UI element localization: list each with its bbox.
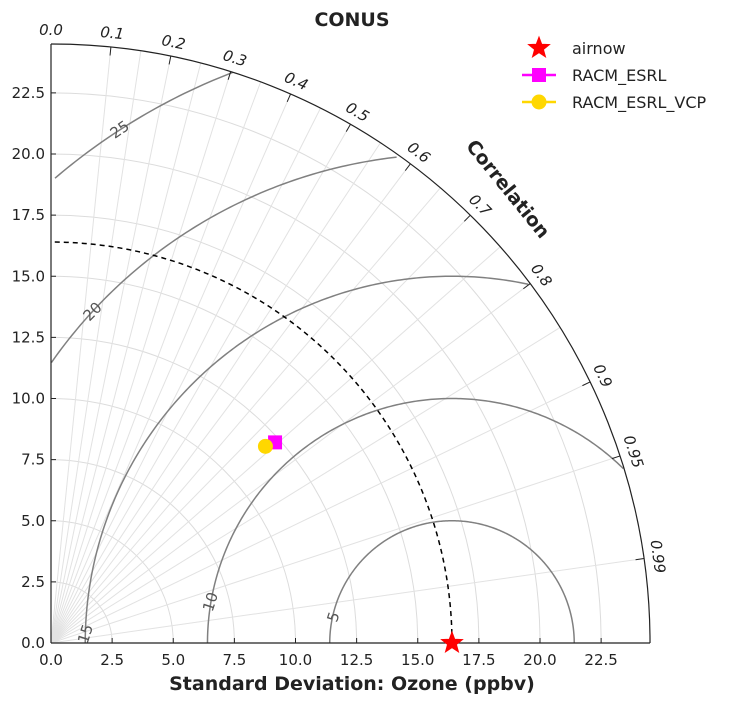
correlation-tick — [463, 214, 471, 222]
correlation-tick — [582, 381, 591, 387]
correlation-tick — [404, 163, 411, 171]
correlation-tick — [227, 71, 232, 80]
x-tick-label: 5.0 — [161, 651, 185, 669]
correlation-grid-line — [50, 455, 621, 644]
correlation-tick-label: 0.2 — [160, 31, 187, 53]
legend-marker — [527, 35, 551, 59]
correlation-grid-line — [50, 62, 202, 644]
std-grid-arc — [50, 336, 358, 644]
y-tick-label: 2.5 — [21, 573, 45, 591]
correlation-tick-label: 0.0 — [39, 21, 63, 39]
correlation-tick-label: 0.1 — [100, 23, 126, 43]
chart-title: CONUS — [314, 9, 389, 31]
correlation-tick — [523, 283, 531, 290]
correlation-tick — [635, 558, 645, 561]
x-tick-label: 12.5 — [340, 651, 373, 669]
data-point-racm-esrl-vcp — [257, 438, 273, 454]
legend-marker — [531, 94, 547, 110]
outer-arc — [50, 43, 651, 644]
correlation-tick-label: 0.95 — [620, 433, 648, 470]
x-tick-label: 15.0 — [401, 651, 434, 669]
x-tick-label: 17.5 — [462, 651, 495, 669]
rms-contour — [328, 520, 575, 643]
legend-label: airnow — [572, 39, 626, 58]
x-tick-label: 2.5 — [100, 651, 124, 669]
correlation-tick-label: 0.3 — [221, 46, 249, 70]
legend-label: RACM_ESRL_VCP — [572, 93, 707, 113]
rms-contour — [84, 275, 529, 644]
correlation-tick — [345, 123, 351, 132]
correlation-grid-line — [50, 327, 561, 644]
y-tick-label: 17.5 — [12, 206, 45, 224]
x-tick-label: 7.5 — [222, 651, 246, 669]
rms-contour-label: 15 — [74, 622, 97, 646]
correlation-grid-line — [50, 55, 172, 644]
y-tick-label: 10.0 — [12, 390, 45, 408]
std-grid-arc — [50, 581, 113, 644]
correlation-grid-line — [50, 283, 531, 644]
std-grid-arc — [50, 275, 419, 644]
rms-contour — [206, 397, 624, 644]
correlation-grid-line — [50, 46, 112, 644]
reference-std-arc — [50, 241, 453, 644]
correlation-tick — [611, 455, 621, 460]
rms-contour-label: 25 — [107, 117, 133, 143]
correlation-tick-label: 0.99 — [647, 539, 670, 575]
y-tick-label: 7.5 — [21, 451, 45, 469]
x-tick-label: 20.0 — [523, 651, 556, 669]
axes — [50, 43, 651, 644]
correlation-grid-line — [50, 558, 645, 644]
std-grid-arc — [50, 398, 296, 644]
correlation-tick — [286, 93, 292, 103]
correlation-grid-line — [50, 163, 411, 644]
correlation-tick-label: 0.9 — [589, 361, 616, 390]
correlation-grid-line — [50, 50, 142, 644]
rms-contour — [50, 156, 397, 363]
std-grid-arc — [50, 459, 235, 644]
correlation-axis-title: Correlation — [461, 136, 554, 243]
correlation-grid-line — [50, 123, 351, 644]
x-tick-label: 22.5 — [584, 651, 617, 669]
correlation-tick-label: 0.4 — [282, 68, 311, 94]
correlation-grid-line — [50, 93, 292, 644]
y-tick-label: 12.5 — [12, 328, 45, 346]
std-grid-arc — [50, 92, 602, 644]
correlation-grid-line — [50, 214, 471, 644]
y-tick-label: 20.0 — [12, 145, 45, 163]
x-axis-title: Standard Deviation: Ozone (ppbv) — [169, 673, 535, 695]
data-point-airnow — [440, 630, 464, 654]
correlation-grid-line — [50, 142, 381, 644]
correlation-grid-line — [50, 71, 232, 644]
correlation-grid-line — [50, 381, 591, 644]
rms-contour — [54, 71, 234, 179]
legend-label: RACM_ESRL — [572, 66, 666, 86]
y-tick-label: 15.0 — [12, 267, 45, 285]
std-grid-arc — [50, 520, 174, 644]
grid — [50, 46, 645, 644]
std-grid-arc — [50, 214, 480, 644]
legend-marker — [532, 68, 546, 82]
x-tick-label: 0.0 — [39, 651, 63, 669]
correlation-grid-line — [50, 81, 262, 644]
y-tick-label: 0.0 — [21, 634, 45, 652]
legend: airnow RACM_ESRL RACM_ESRL_VCP — [522, 35, 707, 113]
std-grid-arc — [50, 153, 541, 644]
correlation-grid-line — [50, 187, 441, 644]
correlation-tick — [109, 46, 112, 56]
y-tick-label: 5.0 — [21, 512, 45, 530]
x-tick-label: 10.0 — [279, 651, 312, 669]
rms-contour-label: 10 — [199, 590, 222, 614]
y-tick-label: 22.5 — [12, 84, 45, 102]
data-points — [257, 435, 464, 654]
rms-contours — [50, 71, 624, 644]
correlation-tick — [168, 55, 172, 65]
